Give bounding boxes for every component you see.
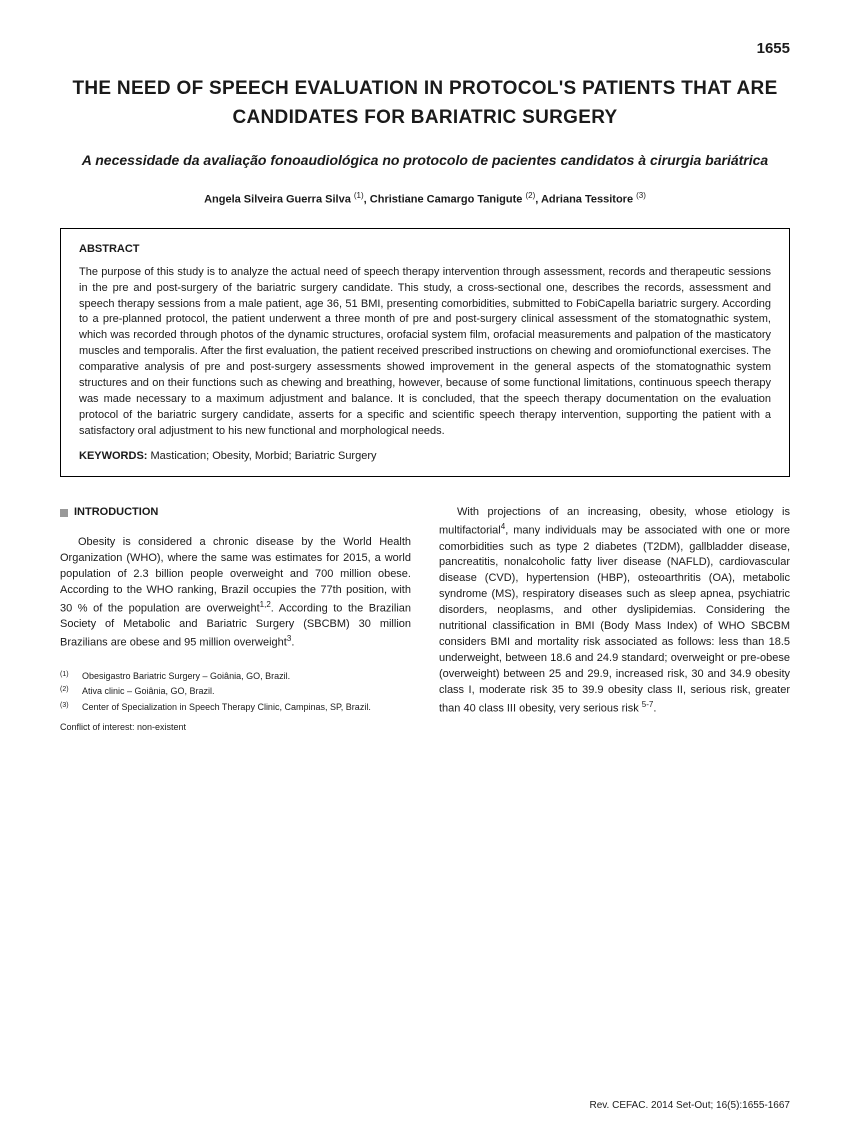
keywords-text: Mastication; Obesity, Morbid; Bariatric … [147,450,376,462]
affil-1-text: Obesigastro Bariatric Surgery – Goiânia,… [82,670,290,684]
intro-p2-text-b: , many individuals may be associated wit… [439,525,790,715]
affil-2-text: Ativa clinic – Goiânia, GO, Brazil. [82,685,215,699]
keywords-line: KEYWORDS: Mastication; Obesity, Morbid; … [79,450,771,462]
conflict-of-interest: Conflict of interest: non-existent [60,721,411,734]
affil-1-ref: (1) [60,671,69,678]
body-columns: INTRODUCTION Obesity is considered a chr… [60,505,790,734]
column-left: INTRODUCTION Obesity is considered a chr… [60,505,411,734]
introduction-heading: INTRODUCTION [60,505,411,521]
intro-paragraph-1: Obesity is considered a chronic disease … [60,535,411,652]
author-1-ref: (1) [354,191,364,200]
section-bullet-icon [60,509,68,517]
article-title-en: THE NEED OF SPEECH EVALUATION IN PROTOCO… [60,75,790,132]
author-2-name: Christiane Camargo Tanigute [370,194,523,206]
author-1-name: Angela Silveira Guerra Silva [204,194,351,206]
affiliation-2: (2) Ativa clinic – Goiânia, GO, Brazil. [60,685,411,699]
affiliations-block: (1) Obesigastro Bariatric Surgery – Goiâ… [60,670,411,715]
author-2-ref: (2) [525,191,535,200]
intro-p2-text-c: . [653,703,656,715]
affiliation-3: (3) Center of Specialization in Speech T… [60,701,411,715]
author-3-ref: (3) [636,191,646,200]
intro-paragraph-2: With projections of an increasing, obesi… [439,505,790,718]
page-number: 1655 [60,40,790,57]
authors-line: Angela Silveira Guerra Silva (1), Christ… [60,191,790,206]
affil-3-text: Center of Specialization in Speech Thera… [82,701,371,715]
column-right: With projections of an increasing, obesi… [439,505,790,734]
abstract-heading: ABSTRACT [79,243,771,255]
keywords-label: KEYWORDS: [79,450,147,462]
abstract-text: The purpose of this study is to analyze … [79,265,771,440]
author-3-name: Adriana Tessitore [541,194,633,206]
intro-p1-ref1: 1,2 [260,600,271,609]
introduction-heading-text: INTRODUCTION [74,505,158,521]
affiliation-1: (1) Obesigastro Bariatric Surgery – Goiâ… [60,670,411,684]
affil-2-ref: (2) [60,686,69,693]
article-title-pt: A necessidade da avaliação fonoaudiológi… [60,150,790,171]
abstract-box: ABSTRACT The purpose of this study is to… [60,228,790,477]
affil-3-ref: (3) [60,702,69,709]
intro-p2-ref2: 5-7 [642,700,654,709]
intro-p1-text-c: . [291,637,294,649]
footer-citation: Rev. CEFAC. 2014 Set-Out; 16(5):1655-166… [590,1100,790,1111]
